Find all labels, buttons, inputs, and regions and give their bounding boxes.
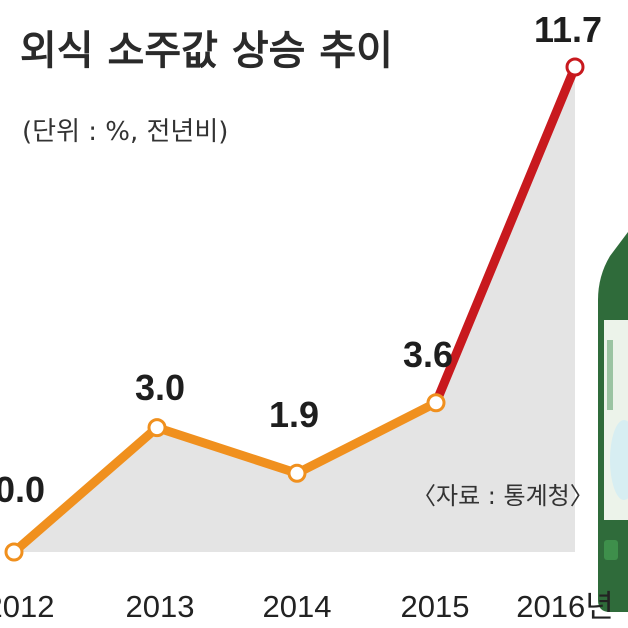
data-label-3: 3.6 <box>403 334 453 375</box>
data-labels: 0.0 3.0 1.9 3.6 11.7 <box>0 9 602 510</box>
source-note: 〈자료 : 통계청〉 <box>412 482 594 510</box>
series-lines <box>9 62 580 557</box>
line-segment-2014-2015 <box>292 398 441 478</box>
data-point-4 <box>565 57 585 77</box>
data-label-2: 1.9 <box>269 394 319 435</box>
x-tick-label-3: 2015 <box>401 589 470 624</box>
data-point-2 <box>287 463 307 483</box>
data-point-1 <box>147 418 167 438</box>
x-tick-label-0: 2012 <box>0 589 54 624</box>
series-markers <box>4 57 585 562</box>
chart-title: 외식 소주값 상승 추이 <box>20 28 393 74</box>
data-label-1: 3.0 <box>135 367 185 408</box>
data-label-0: 0.0 <box>0 469 45 510</box>
line-segment-2013-2014 <box>152 423 302 478</box>
x-tick-label-1: 2013 <box>126 589 195 624</box>
x-axis-labels: 2012 2013 2014 2015 2016년 <box>0 589 614 624</box>
data-point-0 <box>4 542 24 562</box>
line-segment-2015-2016년 <box>431 62 580 408</box>
x-tick-label-4: 2016년 <box>516 589 613 624</box>
soju-bottle-illustration <box>598 232 628 612</box>
line-segment-2012-2013 <box>9 423 162 557</box>
data-point-3 <box>426 393 446 413</box>
unit-note: (단위 : %, 전년비) <box>22 117 228 147</box>
data-label-4: 11.7 <box>534 9 602 50</box>
x-tick-label-2: 2014 <box>263 589 332 624</box>
